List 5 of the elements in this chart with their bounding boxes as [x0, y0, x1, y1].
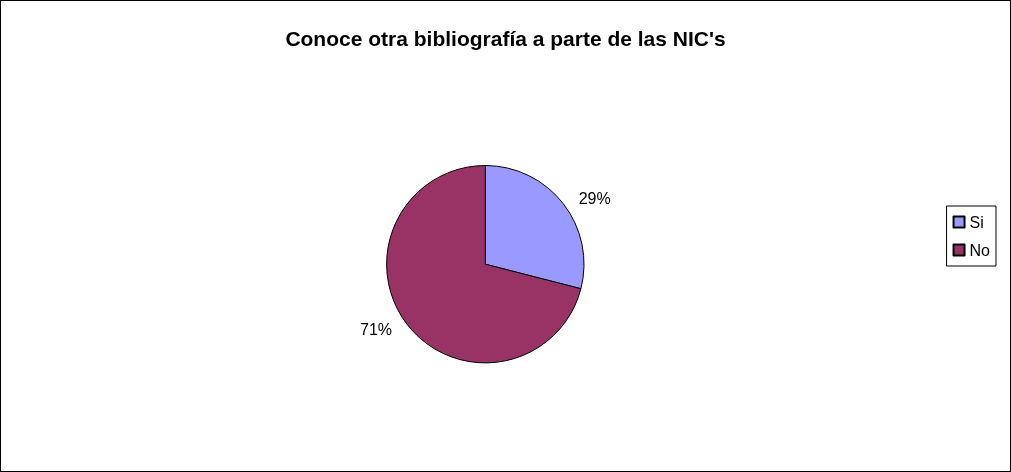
- data-label: 29%: [578, 190, 611, 208]
- legend-label: No: [969, 241, 991, 259]
- legend-label: Si: [969, 213, 984, 231]
- chart-title: Conoce otra bibliografía a parte de las NIC's: [285, 27, 726, 50]
- data-label: 71%: [359, 321, 393, 339]
